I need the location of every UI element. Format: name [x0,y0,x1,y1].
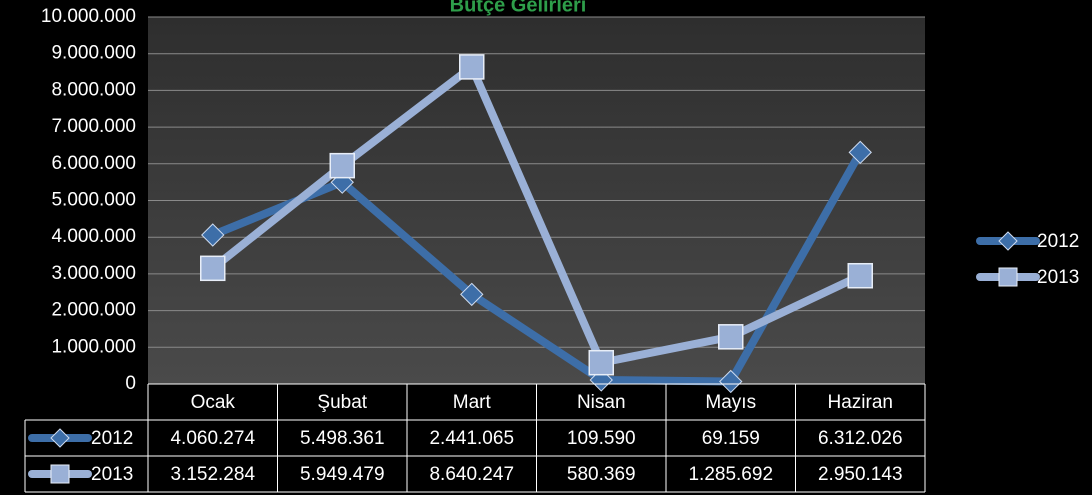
marker [847,262,873,289]
x-tick-label: Mayıs [705,392,756,413]
y-tick-label: 5.000.000 [51,190,136,211]
marker [329,152,355,179]
table-value: 1.285.692 [688,464,773,485]
y-tick-label: 10.000.000 [41,6,136,27]
series-line [210,62,862,367]
series-line [211,150,864,386]
table-value: 109.590 [567,428,636,449]
y-tick-label: 8.000.000 [51,79,136,100]
table-value: 6.312.026 [818,428,903,449]
y-tick-label: 6.000.000 [51,153,136,174]
marker [200,255,226,282]
table-value: 4.060.274 [170,428,255,449]
y-tick-label: 9.000.000 [51,43,136,64]
legend-marker [50,428,70,448]
marker [848,140,872,165]
table-series-name: 2013 [91,464,133,485]
marker [719,369,743,394]
table-value: 2.441.065 [429,428,514,449]
marker [718,324,744,350]
y-tick-label: 0 [125,373,136,394]
marker [589,368,613,392]
y-tick-label: 2.000.000 [51,300,136,321]
legend-marker [998,267,1018,287]
table-value: 5.498.361 [300,428,385,449]
legend-marker [50,464,70,484]
y-tick-label: 3.000.000 [51,263,136,284]
table-value: 5.949.479 [300,464,385,485]
marker [201,223,225,247]
legend-label: 2012 [1037,231,1079,252]
legend-marker [998,231,1018,251]
x-tick-label: Ocak [191,392,236,413]
table-value: 8.640.247 [429,464,514,485]
table-series-name: 2012 [91,428,133,449]
x-tick-label: Nisan [577,392,626,413]
x-tick-label: Şubat [317,392,367,413]
chart-title: Bütçe Gelirleri [450,0,587,16]
table-value: 69.159 [702,428,760,449]
y-tick-label: 4.000.000 [51,226,136,247]
y-tick-label: 7.000.000 [51,116,136,137]
table-value: 3.152.284 [170,464,255,485]
x-tick-label: Mart [453,392,492,413]
marker [588,349,614,376]
marker [459,54,485,80]
x-tick-label: Haziran [828,392,893,413]
legend-label: 2013 [1037,267,1079,288]
marker [460,282,484,307]
table-value: 580.369 [567,464,636,485]
marker [330,170,354,194]
table-value: 2.950.143 [818,464,903,485]
y-tick-label: 1.000.000 [51,336,136,357]
